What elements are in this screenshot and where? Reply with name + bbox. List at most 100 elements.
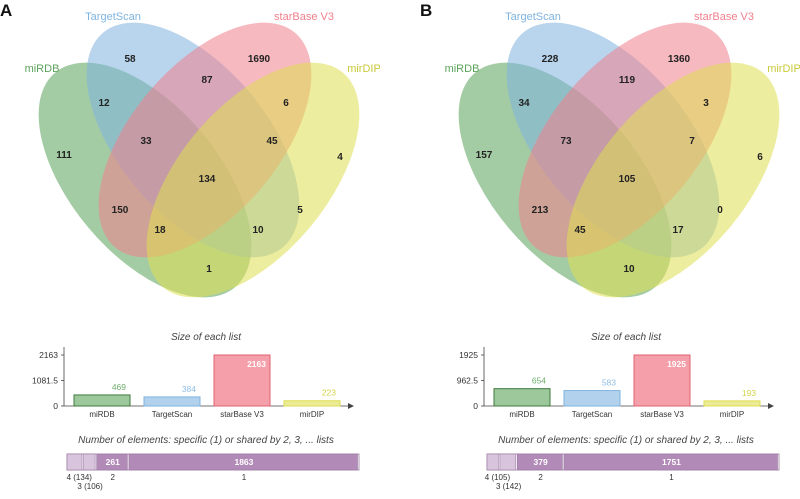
size-chart-y-tick-label: 2163 bbox=[39, 350, 58, 360]
size-bar-starbase-v3 bbox=[633, 354, 691, 407]
size-bar-category-starbase-v3: starBase V3 bbox=[640, 410, 684, 419]
size-chart-y-tick-label: 0 bbox=[53, 401, 58, 411]
size-chart-y-tick-label: 1081.5 bbox=[32, 376, 58, 386]
size-chart-x-arrow bbox=[348, 403, 354, 409]
shared-segment-4 bbox=[66, 453, 83, 471]
size-bar-value-mirdip: 193 bbox=[742, 388, 756, 398]
shared-chart-title: Number of elements: specific (1) or shar… bbox=[498, 435, 754, 446]
shared-segment-1 bbox=[128, 453, 358, 471]
size-bar-mirdb bbox=[493, 388, 551, 407]
venn-region-mirdb: 111 bbox=[56, 150, 72, 161]
venn-region-mirdb-mirdip: 10 bbox=[623, 264, 635, 275]
size-chart-y-tick-label: 0 bbox=[473, 401, 478, 411]
venn-region-targetscan-starbase-v3-mirdip: 45 bbox=[266, 136, 278, 147]
size-chart-y-tick-label: 962.5 bbox=[457, 376, 479, 386]
size-bar-category-mirdb: miRDB bbox=[89, 410, 114, 419]
venn-region-mirdip: 6 bbox=[757, 152, 763, 163]
venn-region-mirdb-targetscan: 34 bbox=[518, 98, 530, 109]
size-bar-targetscan bbox=[563, 390, 621, 407]
size-bar-chart: Size of each list 0 962.5 1925 654 miRDB 583 Ta… bbox=[457, 332, 774, 419]
shared-segment-2 bbox=[96, 453, 128, 471]
venn-region-mirdb-starbase-v3: 213 bbox=[532, 205, 549, 216]
size-bar-category-targetscan: TargetScan bbox=[572, 410, 612, 419]
shared-segment-label-1: 1751 bbox=[662, 457, 681, 467]
venn-region-mirdb-mirdip: 1 bbox=[206, 264, 212, 275]
venn-set-label-starbase-v3: starBase V3 bbox=[274, 11, 334, 23]
panel-label: A bbox=[0, 1, 12, 20]
size-bar-category-mirdb: miRDB bbox=[509, 410, 534, 419]
venn-diagram: miRDB TargetScan starBase V3 mirDIP 157 228 13… bbox=[445, 11, 800, 298]
venn-set-label-mirdb: miRDB bbox=[445, 63, 480, 75]
size-bar-value-starbase-v3: 2163 bbox=[247, 359, 266, 369]
size-chart-title: Size of each list bbox=[171, 332, 242, 343]
venn-set-label-targetscan: TargetScan bbox=[505, 11, 561, 23]
venn-region-mirdb-targetscan-starbase-v3: 33 bbox=[140, 136, 152, 147]
venn-region-mirdb-starbase-v3-mirdip: 45 bbox=[574, 225, 586, 236]
venn-region-targetscan: 58 bbox=[124, 54, 136, 65]
shared-segment-2 bbox=[517, 453, 563, 471]
shared-segment-3 bbox=[83, 453, 96, 471]
venn-region-mirdb-targetscan-starbase-v3: 73 bbox=[560, 136, 572, 147]
venn-region-mirdb-targetscan: 12 bbox=[98, 98, 110, 109]
venn-region-targetscan-mirdip: 5 bbox=[297, 205, 303, 216]
shared-tick-label-2: 2 bbox=[538, 473, 543, 482]
venn-region-mirdb-targetscan-mirdip: 17 bbox=[672, 225, 684, 236]
shared-bar-chart: Number of elements: specific (1) or shar… bbox=[485, 435, 780, 491]
shared-tick-label-3: 3 (142) bbox=[496, 482, 522, 491]
shared-segment-label-1: 1863 bbox=[234, 457, 253, 467]
shared-segment-label-2: 261 bbox=[106, 457, 120, 467]
size-bar-category-targetscan: TargetScan bbox=[152, 410, 192, 419]
size-bar-starbase-v3 bbox=[213, 354, 271, 407]
venn-set-label-targetscan: TargetScan bbox=[85, 11, 141, 23]
venn-region-starbase-v3-mirdip: 6 bbox=[283, 98, 289, 109]
shared-tick-label-2: 2 bbox=[111, 473, 116, 482]
venn-region-mirdb-starbase-v3-mirdip: 18 bbox=[154, 225, 166, 236]
panel-label: B bbox=[420, 1, 432, 20]
venn-set-label-mirdip: mirDIP bbox=[767, 63, 800, 75]
venn-region-starbase-v3: 1360 bbox=[668, 54, 691, 65]
venn-region-targetscan: 228 bbox=[542, 54, 559, 65]
shared-tick-label-1: 1 bbox=[242, 473, 247, 482]
venn-region-mirdb-targetscan-mirdip: 10 bbox=[252, 225, 264, 236]
shared-tick-label-4: 4 (134) bbox=[67, 473, 93, 482]
shared-segment-label-2: 379 bbox=[534, 457, 548, 467]
venn-set-label-starbase-v3: starBase V3 bbox=[694, 11, 754, 23]
size-chart-x-arrow bbox=[768, 403, 774, 409]
venn-region-all: 134 bbox=[199, 174, 216, 185]
shared-segment-1 bbox=[563, 453, 778, 471]
size-bar-value-starbase-v3: 1925 bbox=[667, 359, 686, 369]
venn-set-label-mirdip: mirDIP bbox=[347, 63, 381, 75]
size-bar-targetscan bbox=[143, 396, 201, 407]
venn-region-targetscan-mirdip: 0 bbox=[717, 205, 723, 216]
size-chart-y-tick-label: 1925 bbox=[459, 350, 478, 360]
size-bar-value-mirdb: 654 bbox=[532, 376, 546, 386]
venn-region-mirdip: 4 bbox=[337, 152, 343, 163]
shared-segment-3 bbox=[499, 453, 517, 471]
venn-set-label-mirdb: miRDB bbox=[25, 63, 60, 75]
shared-segment-4 bbox=[486, 453, 499, 471]
venn-region-mirdb-starbase-v3: 150 bbox=[112, 205, 129, 216]
shared-bar-chart: Number of elements: specific (1) or shar… bbox=[66, 435, 360, 491]
venn-region-starbase-v3-mirdip: 3 bbox=[703, 98, 709, 109]
venn-region-targetscan-starbase-v3-mirdip: 7 bbox=[689, 136, 695, 147]
size-bar-value-mirdip: 223 bbox=[322, 388, 336, 398]
size-bar-chart: Size of each list 0 1081.5 2163 469 miRDB 384 T… bbox=[32, 332, 354, 419]
shared-tick-label-3: 3 (106) bbox=[77, 482, 103, 491]
size-bar-category-mirdip: mirDIP bbox=[720, 410, 744, 419]
venn-set-mirdip bbox=[146, 62, 360, 298]
size-chart-title: Size of each list bbox=[591, 332, 662, 343]
size-bar-category-mirdip: mirDIP bbox=[300, 410, 324, 419]
venn-region-mirdb: 157 bbox=[476, 150, 493, 161]
size-bar-value-targetscan: 384 bbox=[182, 384, 196, 394]
shared-tick-label-1: 1 bbox=[669, 473, 674, 482]
shared-tick-label-4: 4 (105) bbox=[485, 473, 511, 482]
size-bar-mirdip bbox=[703, 400, 761, 407]
venn-diagram: miRDB TargetScan starBase V3 mirDIP 111 58 169… bbox=[25, 11, 381, 298]
venn-region-starbase-v3: 1690 bbox=[248, 54, 271, 65]
size-bar-value-mirdb: 469 bbox=[112, 382, 126, 392]
shared-chart-title: Number of elements: specific (1) or shar… bbox=[78, 435, 334, 446]
venn-region-targetscan-starbase-v3: 87 bbox=[201, 75, 213, 86]
